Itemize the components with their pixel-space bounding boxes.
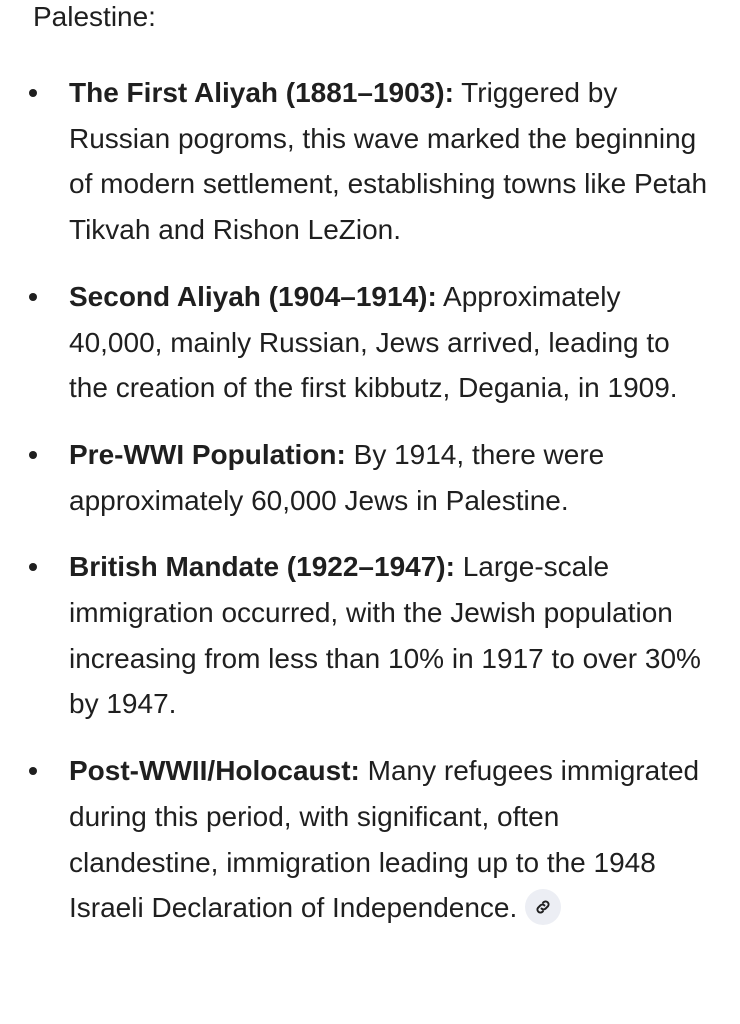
item-title: The First Aliyah (1881–1903): (69, 77, 454, 108)
item-text: By 1914, there were approximately 60,000… (69, 438, 605, 516)
item-text: Large-scale immigration occurred, with t… (69, 551, 701, 720)
list-item: Post-WWII/Holocaust: Many refugees immig… (0, 748, 710, 931)
item-text: Many refugees immigrated during this per… (69, 755, 700, 924)
item-title: British Mandate (1922–1947): (69, 551, 455, 583)
bullet-list: The First Aliyah (1881–1903): Triggered … (0, 70, 710, 952)
item-title: Second Aliyah (1904–1914): (69, 280, 437, 312)
bullet (29, 292, 37, 301)
item-title: Post-WWII/Holocaust: (69, 755, 360, 787)
bullet (29, 89, 37, 97)
item-text: Approximately 40,000, mainly Russian, Je… (69, 280, 678, 404)
list-item: British Mandate (1922–1947): Large-scale… (0, 544, 710, 727)
source-link-button[interactable] (525, 888, 562, 925)
intro-text: Palestine: (33, 1, 156, 32)
list-item: Second Aliyah (1904–1914): Approximately… (0, 274, 710, 411)
bullet (29, 767, 37, 776)
bullet (29, 450, 37, 459)
bullet (29, 563, 37, 572)
list-item: The First Aliyah (1881–1903): Triggered … (0, 70, 710, 253)
link-icon (536, 900, 550, 914)
item-title: Pre-WWI Population: (69, 438, 346, 470)
item-text: Triggered by Russian pogroms, this wave … (69, 77, 708, 246)
list-item: Pre-WWI Population: By 1914, there were … (0, 432, 710, 523)
